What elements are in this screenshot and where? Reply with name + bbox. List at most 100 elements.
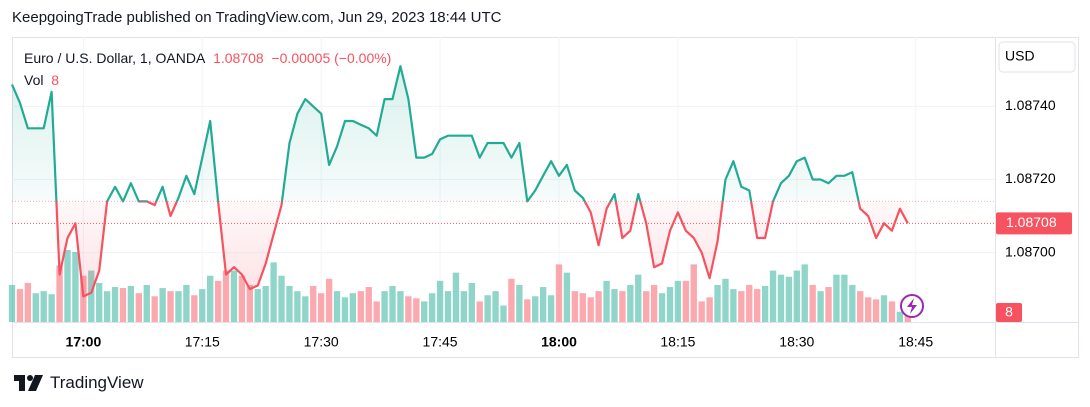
price-change: −0.00005 (−0.00%) xyxy=(271,50,392,66)
volume-bar xyxy=(761,286,769,322)
volume-bar xyxy=(119,288,127,322)
volume-bar xyxy=(405,296,412,322)
brand-logo xyxy=(14,375,43,391)
volume-bar xyxy=(127,286,135,322)
volume-bar xyxy=(64,250,71,322)
volume-bar xyxy=(880,295,888,322)
volume-bar xyxy=(864,297,872,322)
volume-bar xyxy=(143,284,150,322)
volume-label: Vol xyxy=(24,72,44,88)
volume-bar xyxy=(833,274,840,322)
volume-bar xyxy=(611,289,618,322)
volume-bar xyxy=(365,287,372,322)
volume-bar xyxy=(24,282,32,322)
currency-button[interactable] xyxy=(998,41,1076,73)
volume-bar xyxy=(421,301,428,322)
volume-bar xyxy=(294,291,301,322)
volume-bar xyxy=(547,295,555,322)
price-label: 1.08708 xyxy=(1006,214,1057,230)
volume-bar xyxy=(238,275,246,322)
volume-bar xyxy=(785,276,793,322)
volume-bar xyxy=(230,270,238,322)
last-volume: 8 xyxy=(51,72,60,88)
volume-bar xyxy=(111,287,119,322)
volume-bar xyxy=(904,313,911,322)
volume-bar xyxy=(714,284,721,322)
volume-bar xyxy=(603,280,610,322)
volume-bar xyxy=(658,293,666,322)
volume-bar xyxy=(175,291,182,322)
volume-bar xyxy=(397,291,404,322)
volume-bar xyxy=(48,294,55,322)
volume-bar xyxy=(468,282,475,322)
footer: TradingView xyxy=(14,373,144,393)
volume-bar xyxy=(793,270,800,322)
volume-bar xyxy=(555,264,563,322)
volume-bar xyxy=(500,305,507,322)
volume-bar xyxy=(524,299,531,322)
volume-bar xyxy=(690,264,697,322)
volume-bar xyxy=(746,284,753,322)
volume-bar xyxy=(777,274,785,322)
symbol: Euro / U.S. Dollar, 1, OANDA xyxy=(24,50,206,66)
volume-bar xyxy=(40,291,47,322)
legend: Euro / U.S. Dollar, 1, OANDA 1.08708 −0.… xyxy=(24,47,391,91)
volume-bar xyxy=(207,275,214,322)
volume-bar xyxy=(428,293,436,322)
volume-bar xyxy=(888,301,896,322)
publish-header: KeepgoingTrade published on TradingView.… xyxy=(12,9,502,26)
volume-bar xyxy=(595,291,602,322)
volume-bar xyxy=(349,293,357,322)
volume-bar xyxy=(738,291,745,322)
volume-bar xyxy=(801,264,808,322)
volume-bar xyxy=(754,289,761,322)
x-tick-label: 18:45 xyxy=(898,334,933,350)
volume-bar xyxy=(72,252,79,322)
volume-bar xyxy=(579,293,586,322)
x-tick-label: 18:00 xyxy=(541,334,577,350)
volume-bar xyxy=(706,297,713,322)
price-area xyxy=(12,66,908,297)
volume-bar xyxy=(278,275,285,322)
volume-bar xyxy=(270,262,277,322)
volume-bar xyxy=(872,299,880,322)
volume-bar xyxy=(88,270,95,322)
x-tick-label: 18:15 xyxy=(660,334,695,350)
volume-bar xyxy=(341,297,349,322)
volume-bar xyxy=(587,297,594,322)
currency-label[interactable]: USD xyxy=(1005,48,1035,64)
volume-bar xyxy=(199,289,206,322)
volume-bar xyxy=(730,289,737,322)
volume-bar xyxy=(650,284,658,322)
volume-bar xyxy=(643,291,650,322)
volume-bar xyxy=(191,295,198,322)
volume-bar xyxy=(262,286,269,322)
volume-bar xyxy=(325,278,333,322)
x-tick-label: 17:15 xyxy=(185,334,220,350)
volume-bar xyxy=(539,287,547,322)
volume-bar xyxy=(635,274,642,322)
volume-bar xyxy=(333,291,341,322)
volume-bar xyxy=(452,272,460,322)
volume-bar xyxy=(151,296,158,322)
volume-bar xyxy=(80,275,87,322)
brand-name: TradingView xyxy=(50,373,144,392)
price-line xyxy=(10,65,909,298)
price-label-box xyxy=(996,212,1072,235)
volume-bar xyxy=(413,298,420,322)
volume-bar xyxy=(436,280,444,322)
volume-bar xyxy=(809,284,816,322)
volume-bar xyxy=(722,278,729,322)
volume-bar xyxy=(896,311,904,322)
x-tick-label: 18:30 xyxy=(779,334,814,350)
volume-bar xyxy=(532,296,539,322)
volume-bar xyxy=(698,301,705,322)
alert-icon[interactable] xyxy=(900,294,924,318)
volume-bar xyxy=(841,274,848,322)
volume-bar xyxy=(825,287,832,322)
volume-bar xyxy=(103,291,111,322)
y-tick-label: 1.08700 xyxy=(1005,243,1056,259)
volume-bar xyxy=(8,284,16,322)
